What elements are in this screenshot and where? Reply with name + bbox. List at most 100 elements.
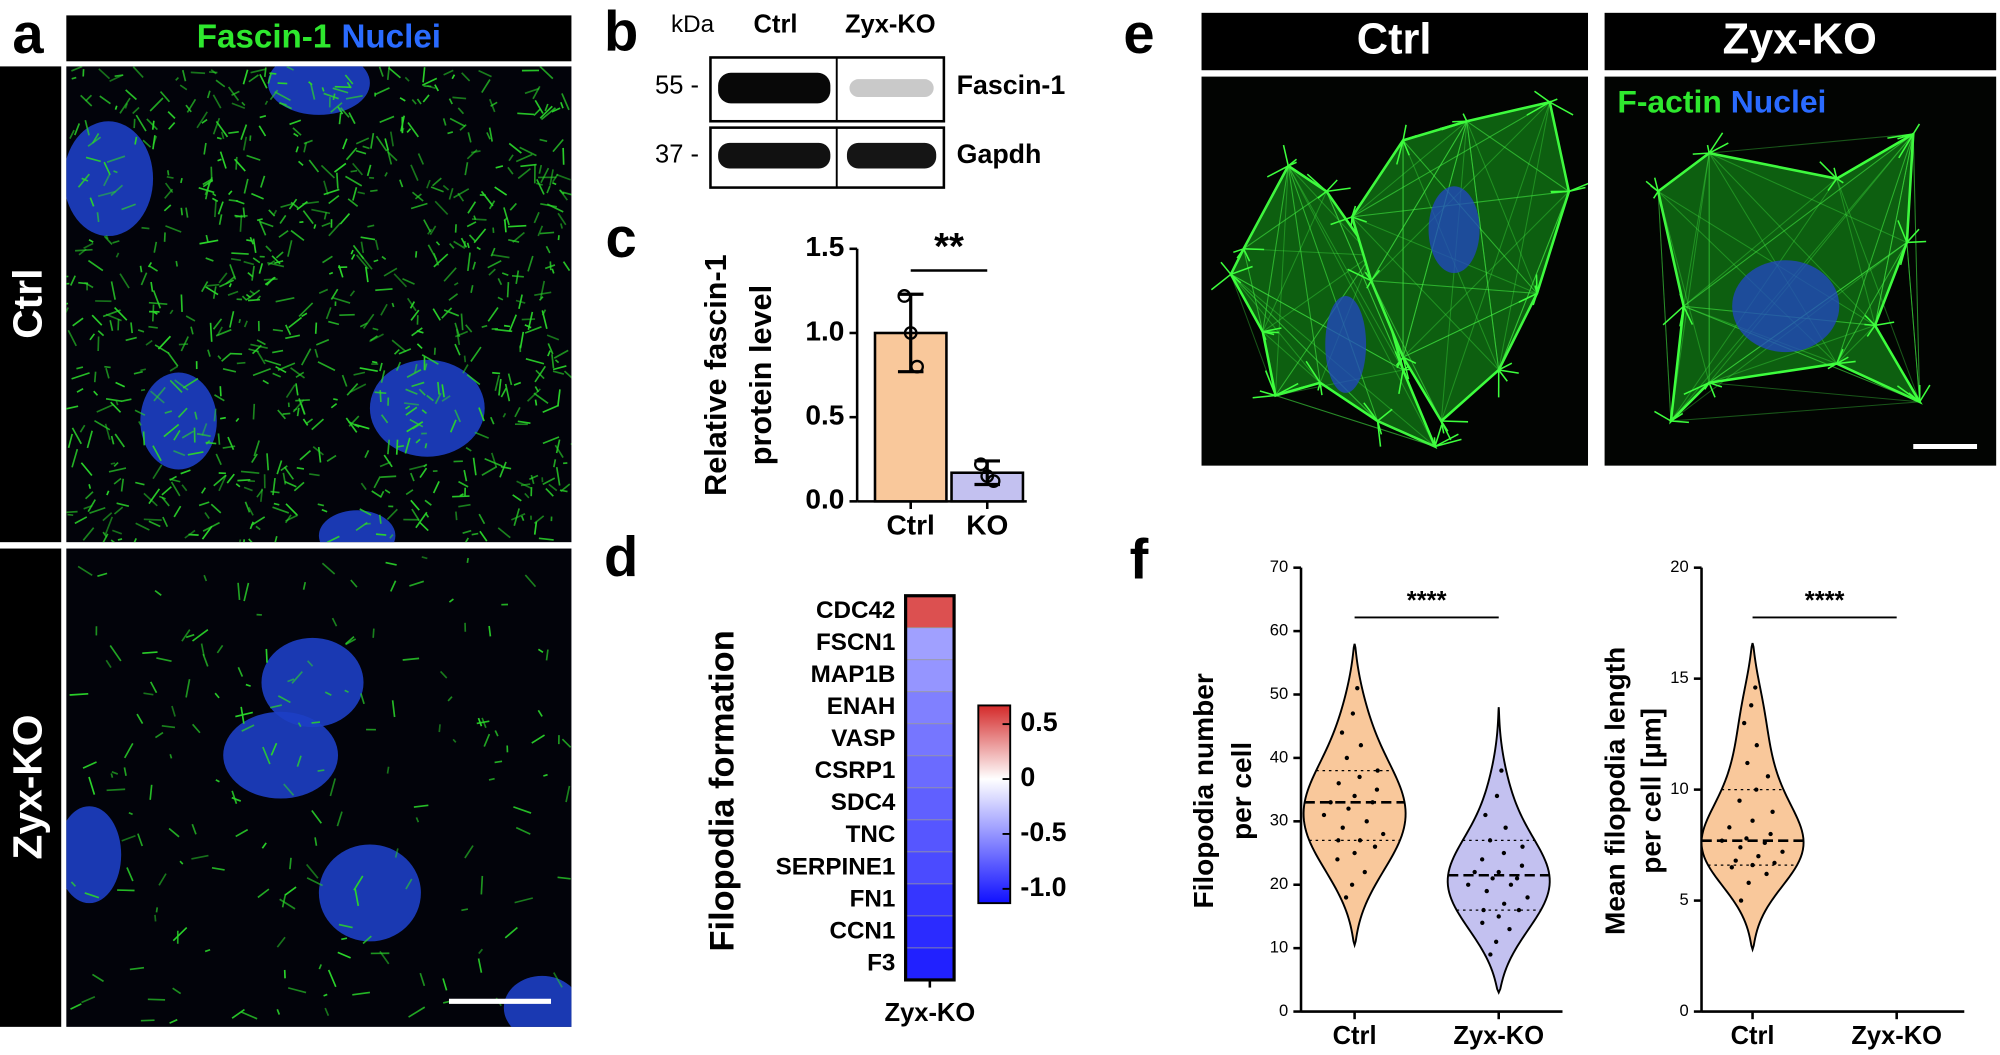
actin-stroke bbox=[457, 107, 465, 115]
actin-stroke bbox=[142, 431, 146, 446]
actin-stroke bbox=[338, 265, 344, 278]
actin-stroke bbox=[215, 779, 220, 783]
actin-stroke bbox=[241, 101, 246, 107]
actin-stroke bbox=[284, 886, 297, 896]
actin-stroke bbox=[169, 478, 181, 483]
actin-stroke bbox=[302, 200, 319, 205]
filopodium bbox=[1652, 190, 1659, 199]
fiber bbox=[1402, 292, 1538, 358]
actin-stroke bbox=[215, 453, 222, 466]
actin-stroke bbox=[133, 370, 143, 375]
actin-stroke bbox=[322, 255, 333, 264]
actin-stroke bbox=[271, 255, 281, 265]
actin-stroke bbox=[252, 238, 257, 254]
actin-stroke bbox=[243, 539, 246, 543]
actin-stroke bbox=[272, 349, 284, 354]
filopodium bbox=[1683, 382, 1710, 396]
actin-stroke bbox=[71, 76, 77, 80]
data-point bbox=[1488, 952, 1493, 957]
actin-stroke bbox=[405, 388, 418, 395]
actin-stroke bbox=[341, 374, 348, 387]
actin-stroke bbox=[545, 487, 554, 497]
fiber bbox=[1466, 121, 1538, 294]
actin-stroke bbox=[164, 188, 174, 199]
actin-stroke bbox=[231, 102, 246, 109]
actin-stroke bbox=[379, 490, 385, 498]
actin-stroke bbox=[432, 481, 440, 494]
actin-stroke bbox=[252, 403, 256, 420]
y-tick-label: 1.5 bbox=[805, 231, 844, 262]
actin-stroke bbox=[551, 107, 561, 113]
actin-stroke bbox=[570, 443, 572, 445]
fiber bbox=[1836, 178, 1921, 403]
actin-stroke bbox=[481, 324, 488, 328]
actin-stroke bbox=[89, 197, 95, 207]
actin-stroke bbox=[108, 467, 127, 473]
actin-stroke bbox=[248, 538, 253, 543]
data-point bbox=[1466, 882, 1471, 887]
actin-stroke bbox=[497, 277, 503, 286]
actin-stroke bbox=[265, 648, 268, 663]
band bbox=[846, 142, 937, 169]
actin-stroke bbox=[169, 365, 179, 372]
actin-stroke bbox=[84, 119, 90, 136]
heatmap-cell bbox=[905, 691, 955, 725]
actin-stroke bbox=[245, 289, 261, 301]
actin-stroke bbox=[92, 973, 104, 983]
x-tick-label: Zyx-KO bbox=[1851, 1022, 1942, 1050]
actin-stroke bbox=[542, 477, 556, 486]
row-label: CSRP1 bbox=[815, 757, 896, 784]
actin-stroke bbox=[177, 407, 188, 418]
fiber bbox=[1402, 292, 1538, 358]
y-tick-label: 40 bbox=[1270, 747, 1288, 766]
actin-stroke bbox=[379, 461, 391, 468]
actin-stroke bbox=[270, 704, 283, 709]
actin-stroke bbox=[380, 475, 397, 479]
actin-stroke bbox=[280, 202, 294, 208]
actin-stroke bbox=[386, 508, 398, 521]
actin-stroke bbox=[134, 409, 146, 416]
filopodium bbox=[1549, 98, 1558, 103]
actin-stroke bbox=[487, 307, 499, 322]
actin-stroke bbox=[228, 130, 239, 135]
fiber bbox=[1287, 165, 1372, 256]
actin-stroke bbox=[476, 246, 481, 251]
filopodium bbox=[1317, 382, 1321, 391]
filopodium bbox=[1897, 220, 1908, 243]
filopodium bbox=[1325, 179, 1338, 192]
data-point bbox=[1756, 854, 1761, 859]
actin-stroke bbox=[533, 107, 542, 117]
actin-stroke bbox=[261, 842, 267, 849]
fiber bbox=[1836, 178, 1876, 326]
actin-stroke bbox=[231, 790, 238, 804]
actin-stroke bbox=[234, 214, 243, 218]
actin-stroke bbox=[562, 191, 572, 196]
actin-stroke bbox=[246, 239, 253, 242]
actin-stroke bbox=[75, 248, 93, 252]
filopodium bbox=[1498, 362, 1513, 371]
actin-stroke bbox=[320, 164, 336, 179]
data-point bbox=[1501, 850, 1507, 856]
actin-stroke bbox=[462, 364, 469, 374]
actin-stroke bbox=[533, 392, 549, 404]
actin-stroke bbox=[242, 69, 249, 85]
fiber bbox=[1708, 152, 1876, 326]
actin-stroke bbox=[512, 231, 525, 243]
actin-stroke bbox=[248, 74, 259, 83]
actin-stroke bbox=[317, 503, 325, 507]
actin-stroke bbox=[85, 94, 93, 102]
row-label: CDC42 bbox=[816, 597, 895, 624]
actin-stroke bbox=[291, 671, 303, 684]
actin-stroke bbox=[551, 354, 555, 369]
micrograph-content bbox=[1645, 123, 1931, 425]
actin-stroke bbox=[336, 811, 343, 827]
actin-stroke bbox=[150, 281, 154, 292]
stain-label: Fascin-1 bbox=[197, 18, 332, 55]
actin-stroke bbox=[409, 418, 424, 428]
actin-stroke bbox=[115, 252, 120, 258]
actin-stroke bbox=[443, 69, 454, 76]
actin-stroke bbox=[323, 993, 328, 997]
actin-stroke bbox=[185, 104, 192, 113]
filopodium bbox=[1897, 133, 1914, 140]
actin-stroke bbox=[326, 454, 337, 462]
